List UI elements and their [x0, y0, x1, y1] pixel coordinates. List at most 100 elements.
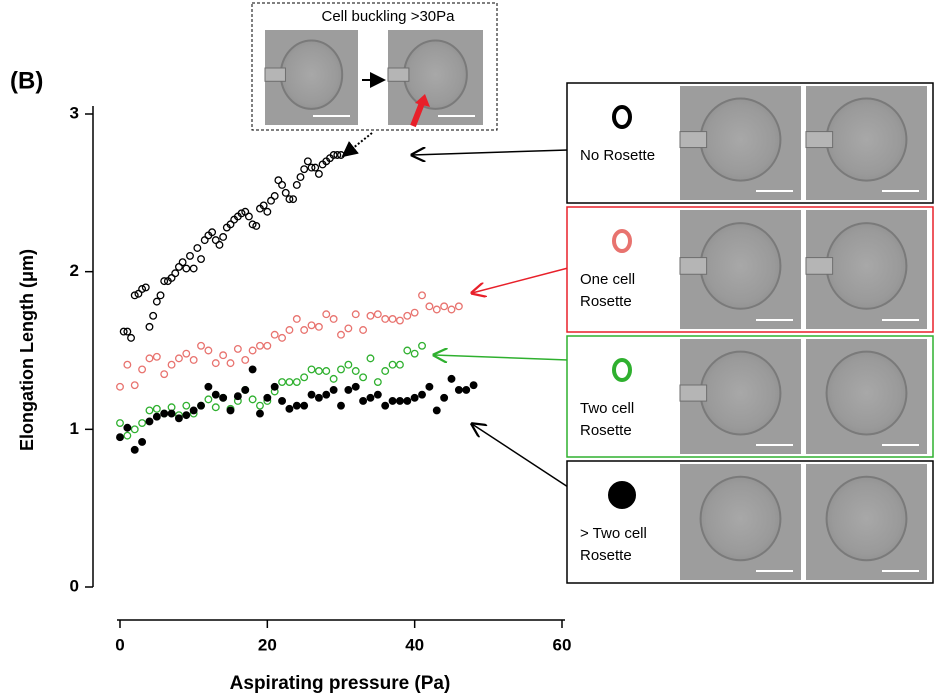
data-point — [168, 361, 175, 368]
inset-title: Cell buckling >30Pa — [321, 8, 455, 25]
data-point — [117, 434, 124, 441]
data-point — [264, 395, 271, 402]
data-point — [419, 342, 426, 349]
data-point — [216, 242, 223, 249]
data-point — [323, 311, 330, 318]
data-point — [179, 259, 186, 266]
x-tick-label: 60 — [553, 635, 572, 654]
data-point — [286, 406, 293, 413]
data-point — [389, 316, 396, 323]
y-tick-label: 2 — [70, 261, 79, 280]
data-point — [172, 270, 179, 277]
data-point — [308, 391, 315, 398]
data-point — [404, 347, 411, 354]
data-point — [448, 306, 455, 313]
data-point — [220, 395, 227, 402]
data-point — [249, 366, 256, 373]
data-point — [404, 398, 411, 405]
data-point — [360, 374, 367, 381]
data-point — [345, 325, 352, 332]
data-point — [441, 395, 448, 402]
data-point — [150, 313, 157, 320]
data-point — [190, 407, 197, 414]
data-point — [316, 171, 323, 178]
legend-label: One cell Rosette — [580, 269, 666, 313]
data-point — [404, 313, 411, 320]
data-point — [279, 398, 286, 405]
data-point — [316, 395, 323, 402]
data-point — [456, 387, 463, 394]
pointer-arrow — [472, 424, 568, 487]
data-point — [146, 355, 153, 362]
pipette — [388, 68, 409, 81]
data-point — [375, 391, 382, 398]
legend-label: No Rosette — [580, 145, 666, 167]
data-point — [286, 327, 293, 334]
pipette — [680, 132, 707, 148]
data-point — [257, 342, 264, 349]
cell-image — [281, 40, 342, 108]
data-point — [183, 265, 190, 272]
data-point — [242, 387, 249, 394]
data-point — [161, 371, 168, 378]
data-point — [168, 410, 175, 417]
data-point — [220, 352, 227, 359]
data-point — [249, 347, 256, 354]
data-point — [316, 324, 323, 331]
data-point — [183, 412, 190, 419]
data-point — [338, 402, 345, 409]
data-point — [205, 396, 212, 403]
pipette — [806, 132, 833, 148]
data-point — [389, 398, 396, 405]
data-point — [176, 415, 183, 422]
data-point — [301, 327, 308, 334]
data-point — [352, 383, 359, 390]
data-point — [257, 410, 264, 417]
data-point — [146, 324, 153, 331]
data-point — [419, 391, 426, 398]
data-point — [330, 376, 337, 383]
data-point — [154, 406, 161, 413]
data-point — [448, 376, 455, 383]
data-point — [323, 368, 330, 375]
data-point — [139, 366, 146, 373]
chart: (B) Elongation Length (μm) Aspirating pr… — [0, 0, 938, 698]
data-point — [345, 387, 352, 394]
data-point — [187, 253, 194, 260]
data-point — [282, 190, 289, 197]
data-point — [397, 317, 404, 324]
cell-image — [701, 352, 781, 435]
data-point — [190, 265, 197, 272]
data-point — [382, 316, 389, 323]
data-point — [463, 387, 470, 394]
data-point — [257, 402, 264, 409]
data-point — [249, 396, 256, 403]
data-point — [352, 368, 359, 375]
data-point — [419, 292, 426, 299]
legend-label: > Two cell Rosette — [580, 523, 666, 567]
data-point — [124, 432, 131, 439]
data-point — [157, 292, 164, 299]
data-point — [411, 309, 418, 316]
y-axis-label: Elongation Length (μm) — [17, 249, 37, 451]
data-point — [227, 407, 234, 414]
data-point — [305, 158, 312, 165]
data-point — [183, 350, 190, 357]
y-tick-label: 3 — [70, 103, 79, 122]
data-point — [194, 245, 201, 252]
data-point — [433, 407, 440, 414]
data-point — [124, 424, 131, 431]
data-point — [308, 322, 315, 329]
data-point — [294, 316, 301, 323]
x-tick-label: 20 — [258, 635, 277, 654]
data-point — [131, 426, 138, 433]
data-point — [139, 420, 146, 427]
data-point — [338, 331, 345, 338]
data-point — [154, 413, 161, 420]
data-point — [198, 402, 205, 409]
data-point — [382, 402, 389, 409]
pointer-arrow — [412, 150, 568, 155]
cell-image — [404, 40, 467, 108]
data-point — [441, 303, 448, 310]
data-point — [128, 335, 135, 342]
